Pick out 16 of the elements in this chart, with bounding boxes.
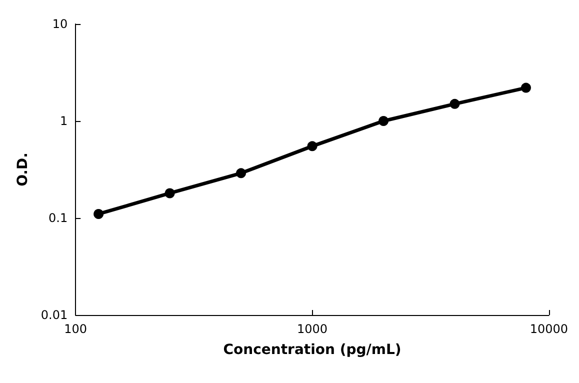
y-tick-label: 1: [60, 114, 68, 128]
point: [164, 188, 175, 198]
x-tick-label: 10000: [530, 322, 568, 336]
y-tick-label: 10: [52, 17, 68, 31]
point: [307, 141, 318, 152]
x-tick-label: 1000: [296, 322, 328, 336]
point: [94, 208, 104, 219]
y-tick-label: 0.1: [48, 211, 68, 225]
y-axis-title: O.D.: [15, 152, 31, 186]
point: [378, 116, 389, 126]
y-tick-label: 0.01: [40, 308, 68, 322]
x-axis-title: Concentration (pg/mL): [223, 342, 402, 358]
point: [520, 82, 531, 93]
x-tick-label: 100: [64, 322, 88, 336]
point: [450, 98, 460, 109]
point: [236, 168, 246, 178]
